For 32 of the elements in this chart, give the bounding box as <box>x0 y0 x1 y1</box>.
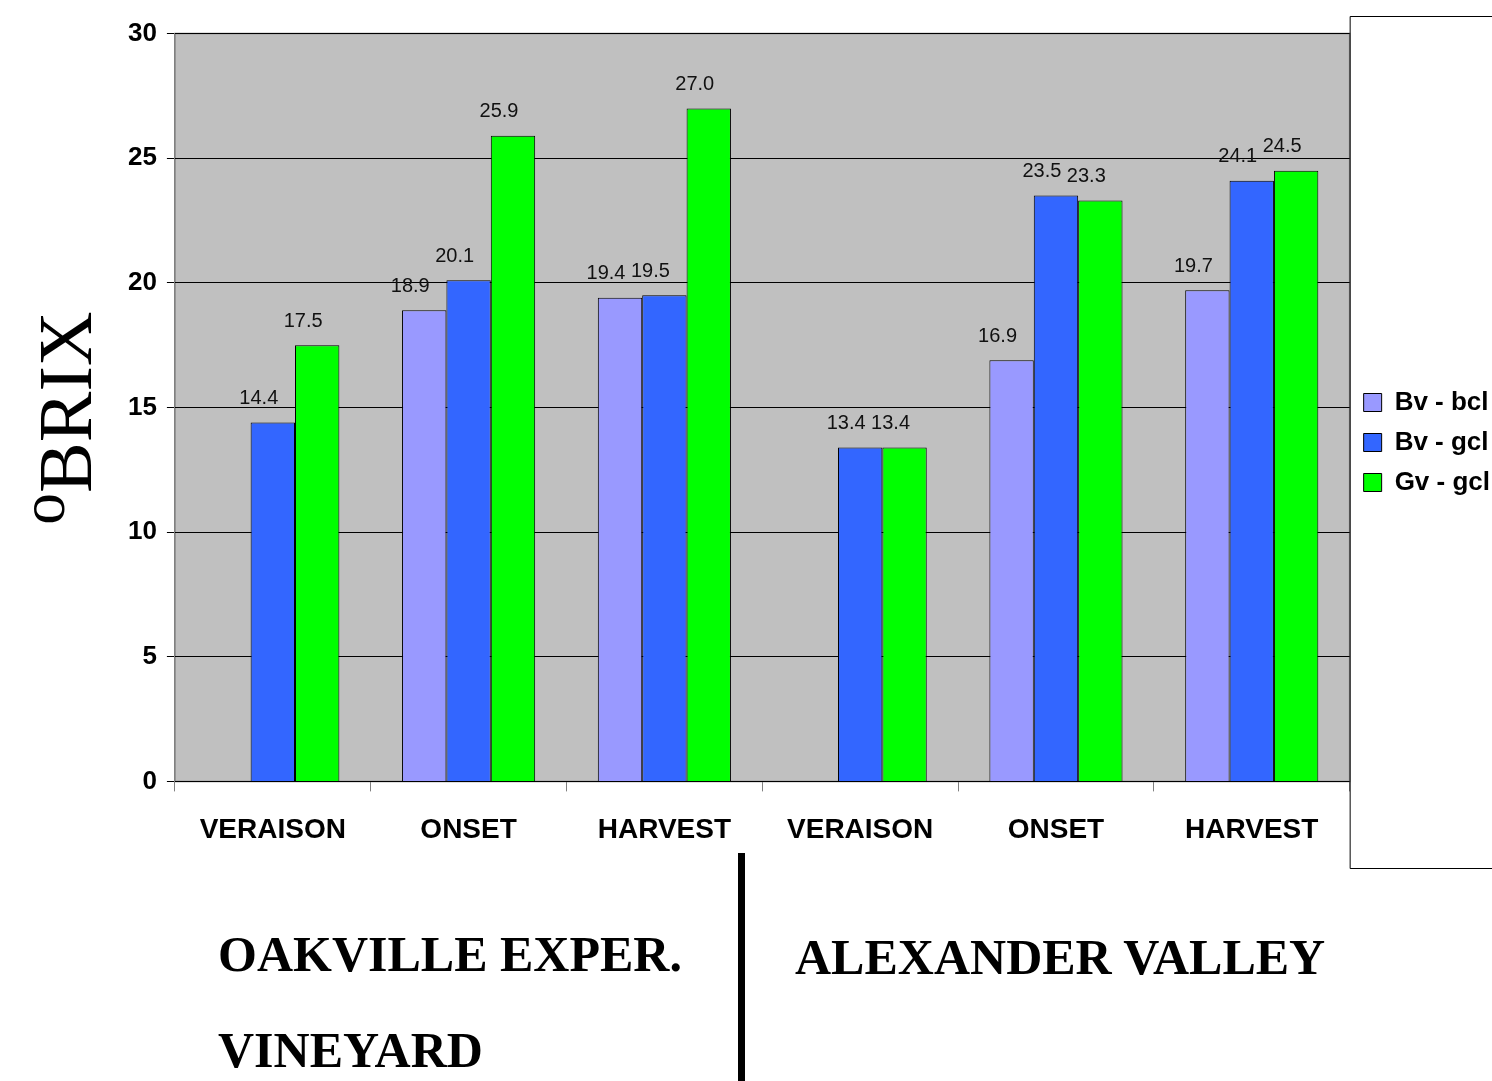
x-tick-label: VERAISON <box>787 812 934 844</box>
data-label: 24.5 <box>1262 134 1302 157</box>
y-tick-label: 30 <box>128 16 157 47</box>
data-label: 14.4 <box>239 385 279 408</box>
x-tick-label: ONSET <box>420 812 517 844</box>
x-tick-label: HARVEST <box>597 812 732 844</box>
y-tick-label: 5 <box>142 639 157 670</box>
data-label: 25.9 <box>479 99 519 122</box>
x-tick-label: VERAISON <box>199 812 346 844</box>
y-tick-label: 0 <box>142 764 157 795</box>
legend-label: Bv - gcl <box>1394 425 1489 456</box>
data-label: 13.4 <box>826 410 866 433</box>
y-tick-label: 20 <box>128 266 157 297</box>
data-label: 19.7 <box>1173 253 1213 276</box>
data-label: 23.3 <box>1066 164 1106 187</box>
data-label: 16.9 <box>978 323 1018 346</box>
data-label: 20.1 <box>435 243 475 266</box>
legend-label: Gv - gcl <box>1394 465 1490 496</box>
x-tick-label: HARVEST <box>1185 812 1319 844</box>
legend-label: Bv - bcl <box>1394 385 1489 416</box>
data-label: 27.0 <box>675 71 715 94</box>
text: OAKVILLE EXPER. VINEYARD <box>218 925 683 1080</box>
data-label: 19.4 <box>586 261 626 284</box>
data-label: 13.4 <box>871 410 911 433</box>
y-tick-label: 10 <box>128 515 157 546</box>
data-label: 19.5 <box>630 258 670 281</box>
text: ALEXANDER VALLEY <box>795 928 1327 987</box>
data-label: 23.5 <box>1022 159 1062 182</box>
x-tick-label: ONSET <box>1007 812 1105 844</box>
y-tick-label: 25 <box>128 141 157 172</box>
y-tick-label: 15 <box>128 390 157 421</box>
data-label: 17.5 <box>283 308 323 331</box>
